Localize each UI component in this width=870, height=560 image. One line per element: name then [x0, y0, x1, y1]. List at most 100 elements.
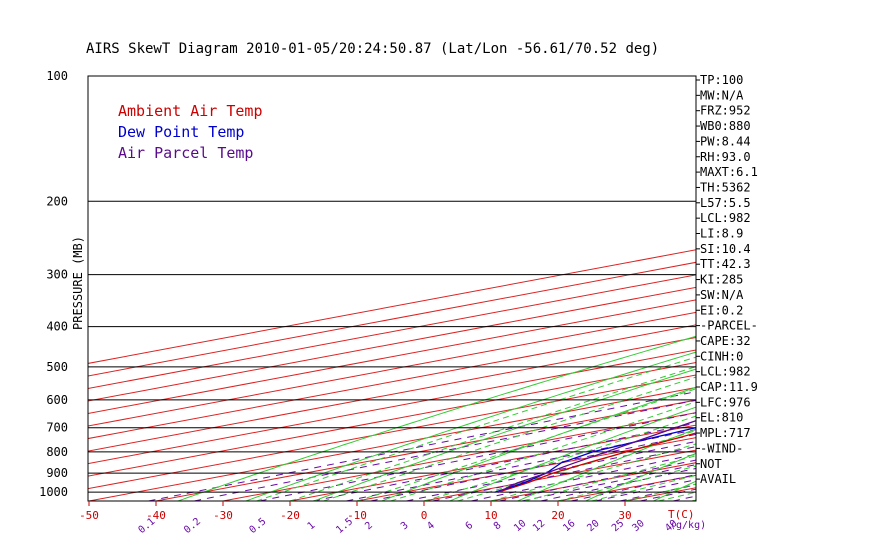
profiles	[494, 420, 696, 493]
side-panel-item: PW:8.44	[700, 134, 751, 148]
side-panel-item: CINH:0	[700, 349, 743, 363]
mixing-ratio-label: 2	[363, 520, 375, 532]
side-panel-item: SW:N/A	[700, 288, 744, 302]
dry-adiabat-line	[517, 428, 696, 501]
isotherm-line	[289, 424, 696, 501]
y-axis-label: PRESSURE (MB)	[71, 236, 85, 330]
legend: Ambient Air Temp Dew Point Temp Air Parcel…	[118, 102, 263, 162]
dry-adiabat-line	[585, 452, 696, 501]
mixing-ratio-label: 20	[585, 518, 601, 534]
bottom-axis-unit: T(C)	[668, 508, 695, 521]
moist-adiabat-line	[323, 376, 696, 501]
side-panel-item: RH:93.0	[700, 150, 751, 164]
moist-adiabat-line	[289, 366, 696, 501]
isotherm-line	[88, 324, 696, 440]
mixing-ratio-line	[148, 391, 696, 501]
isotherm-line	[88, 249, 696, 364]
mixing-ratio-label: 0.2	[182, 516, 203, 536]
pressure-tick-label: 500	[46, 360, 68, 374]
legend-entry: Dew Point Temp	[118, 123, 244, 141]
bottom-tick-label: -10	[347, 509, 367, 522]
side-panel-item: EI:0.2	[700, 303, 743, 317]
parcel-profile	[497, 420, 696, 493]
bottom-tick-label: 20	[551, 509, 564, 522]
mixing-ratio-line	[640, 488, 696, 501]
dewpoint-profile	[494, 426, 696, 493]
mixing-ratio-label: 1	[306, 520, 318, 532]
side-panel-item: FRZ:952	[700, 104, 751, 118]
side-panel-item: SI:10.4	[700, 242, 751, 256]
mixing-ratio-label: 0.5	[248, 516, 269, 536]
mixing-ratio-label: 10	[512, 518, 528, 534]
bottom-tick-label: -50	[79, 509, 99, 522]
dry-adiabat-line	[177, 335, 696, 501]
pressure-tick-label: 700	[46, 421, 68, 435]
moist-adiabat-line	[390, 401, 696, 501]
mixing-ratio-unit: (g/kg)	[670, 520, 706, 531]
isotherm-line	[88, 349, 696, 465]
isotherm-line	[88, 274, 696, 389]
temperature-profile	[497, 432, 696, 493]
mixing-ratio-lines	[148, 391, 696, 501]
side-panel-item: TT:42.3	[700, 257, 751, 271]
mixing-ratio-label: 3	[399, 520, 411, 532]
side-panel-item: LFC:976	[700, 395, 751, 409]
moist-adiabat-line	[490, 443, 696, 501]
side-panel-item: TH:5362	[700, 180, 751, 194]
dry-adiabat-line	[245, 351, 696, 501]
moist-adiabat-line	[256, 356, 696, 501]
mixing-ratio-line	[370, 433, 696, 501]
isotherm-line	[222, 412, 696, 501]
chart-title: AIRS SkewT Diagram 2010-01-05/20:24:50.8…	[86, 41, 659, 57]
moist-adiabat-line	[423, 415, 696, 501]
side-panel-item: EL:810	[700, 411, 743, 425]
mixing-ratio-line	[259, 412, 696, 501]
isotherm-line	[826, 76, 870, 501]
side-panel-item: CAP:11.9	[700, 380, 758, 394]
side-panel-item: LCL:982	[700, 365, 751, 379]
pressure-tick-label: 1000	[39, 485, 68, 499]
isotherm-line	[759, 76, 870, 501]
dry-adiabat-line	[381, 386, 696, 501]
side-panel-item: WB0:880	[700, 119, 751, 133]
pressure-tick-label: 100	[46, 69, 68, 83]
legend-entry: Air Parcel Temp	[118, 144, 253, 162]
moist-adiabat-line	[524, 455, 696, 501]
bottom-tick-label: -40	[146, 509, 166, 522]
side-panel-item: MAXT:6.1	[700, 165, 758, 179]
bottom-tick-label: -20	[280, 509, 300, 522]
moist-adiabat-line	[356, 388, 696, 501]
mixing-ratio-line	[406, 440, 696, 501]
side-panel-item: L57:5.5	[700, 196, 751, 210]
side-panel-item: TP:100	[700, 73, 743, 87]
mixing-ratio-line	[313, 422, 696, 501]
mixing-ratio-line	[346, 429, 696, 501]
dry-adiabats	[177, 76, 870, 501]
pressure-tick-label: 400	[46, 320, 68, 334]
mixing-ratio-label: 12	[531, 518, 547, 534]
side-panel-item: CAPE:32	[700, 334, 751, 348]
bottom-tick-label: -30	[213, 509, 233, 522]
pressure-tick-label: 300	[46, 268, 68, 282]
bottom-tick-label: 0	[421, 509, 428, 522]
side-panel-item: MPL:717	[700, 426, 751, 440]
plot-frame	[87, 75, 697, 502]
isotherm-line	[88, 261, 696, 377]
side-panel-item: LI:8.9	[700, 227, 743, 241]
pressure-tick-label: 600	[46, 393, 68, 407]
isotherm-line	[88, 286, 696, 402]
side-panel-item: KI:285	[700, 273, 743, 287]
isotherm-line	[88, 336, 696, 452]
pressure-tick-label: 800	[46, 445, 68, 459]
pressure-tick-label: 200	[46, 194, 68, 208]
dry-adiabat-line	[857, 76, 870, 501]
dry-adiabat-line	[789, 76, 870, 501]
mixing-ratio-label: 30	[630, 518, 646, 534]
mixing-ratio-label: 4	[425, 520, 437, 532]
side-panel-item: -WIND-	[700, 441, 743, 455]
side-panel-item: -PARCEL-	[700, 319, 758, 333]
mixing-ratio-line	[194, 399, 696, 501]
mixing-ratio-label: 8	[492, 520, 504, 532]
